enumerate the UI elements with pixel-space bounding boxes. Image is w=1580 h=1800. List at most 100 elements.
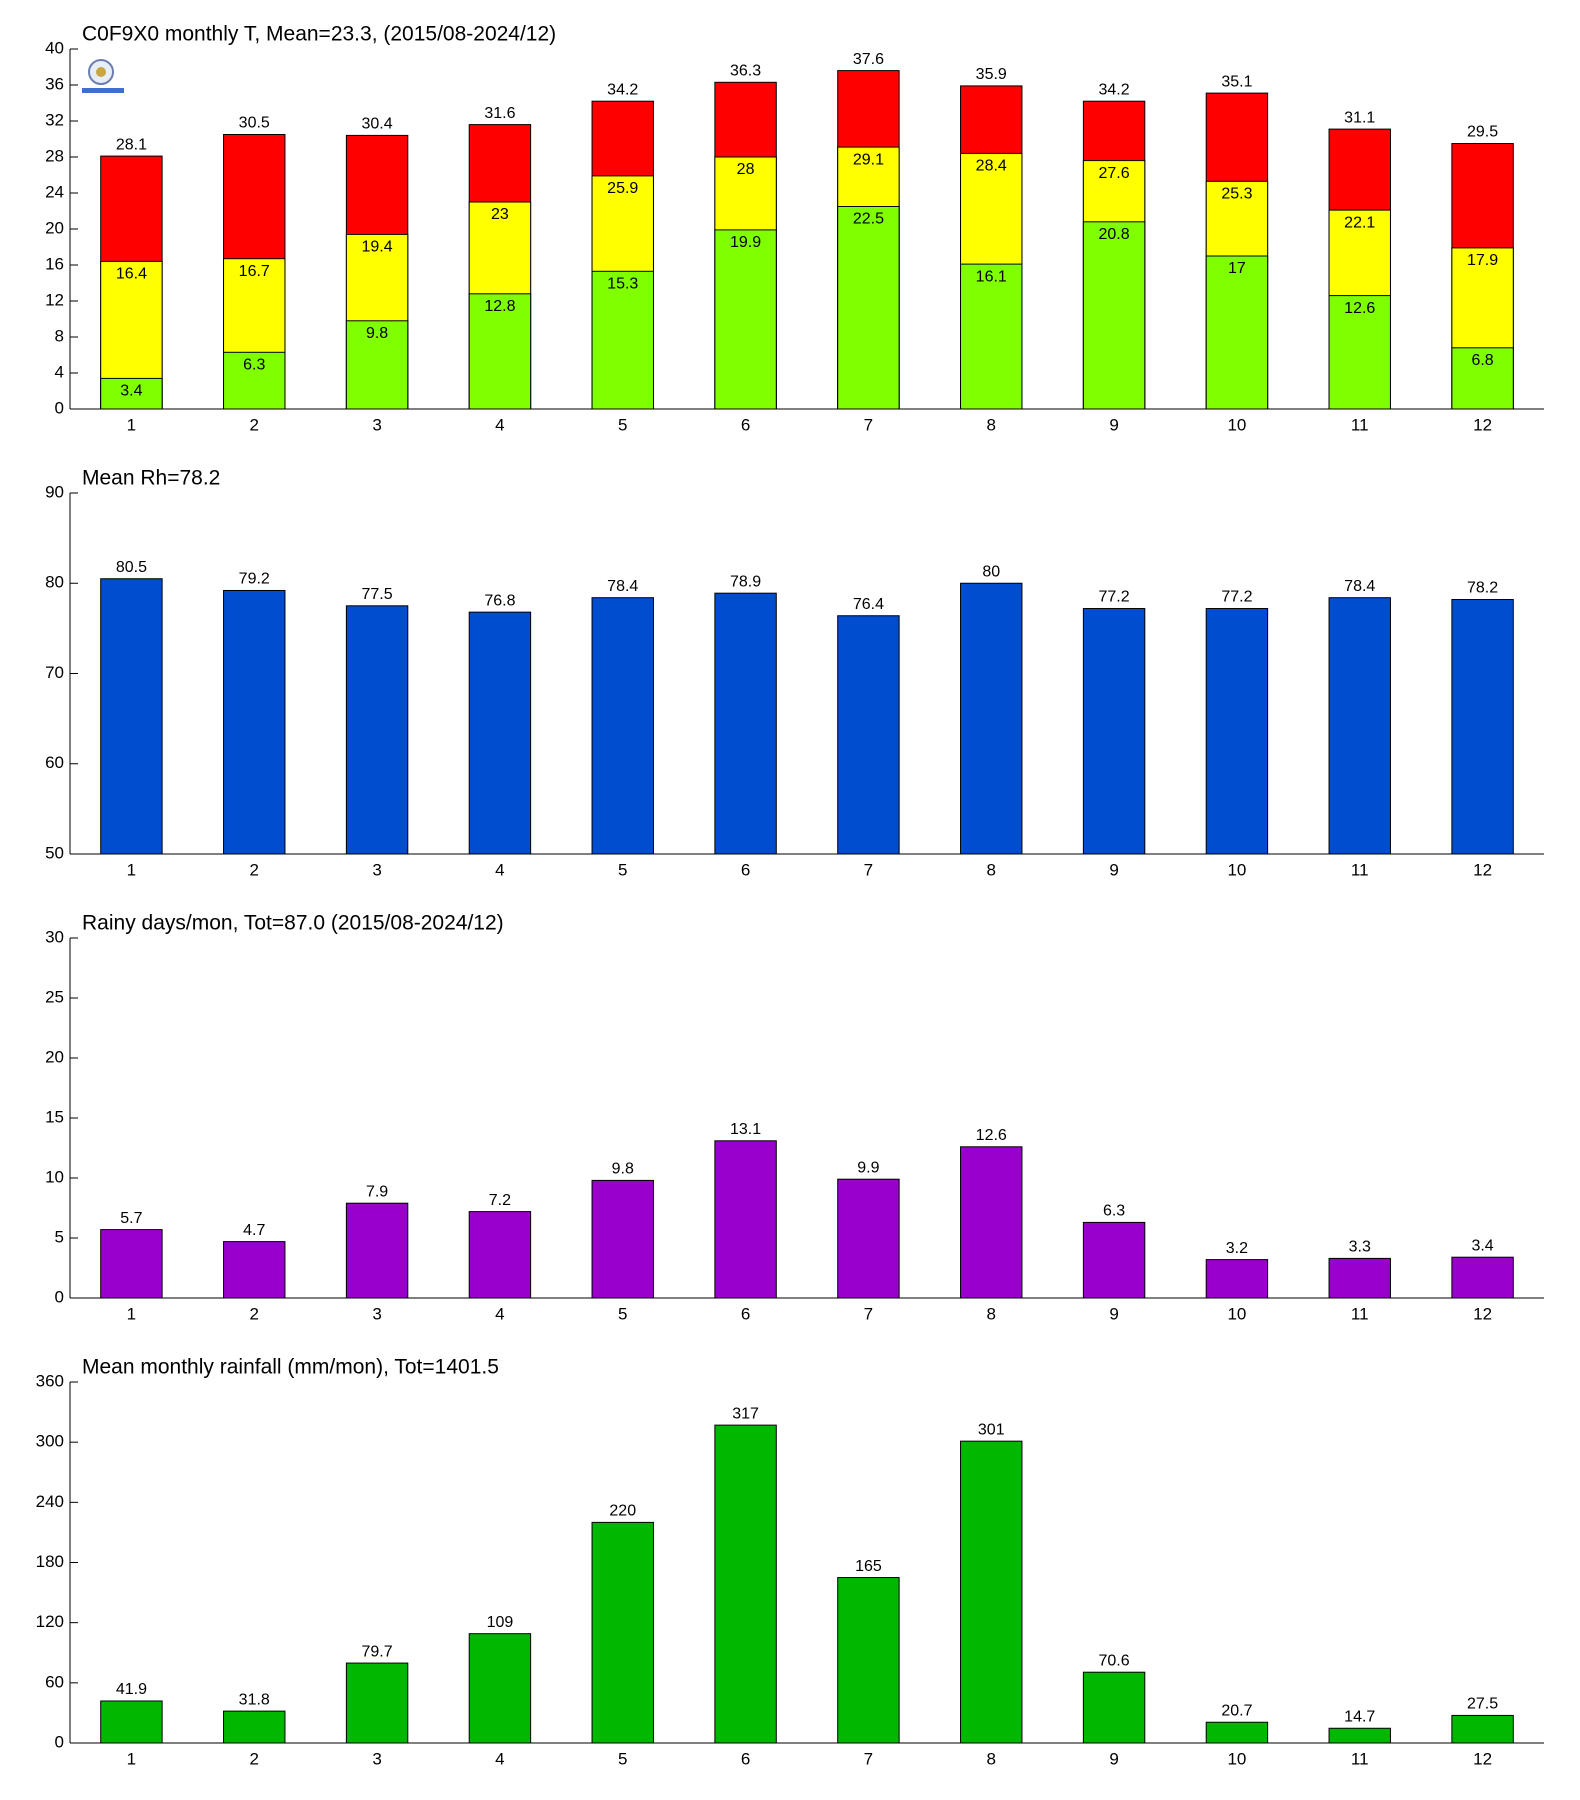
y-tick-label: 240: [36, 1492, 64, 1511]
value-label: 13.1: [730, 1121, 761, 1138]
value-label: 12.6: [1344, 300, 1375, 317]
value-label: 29.1: [853, 151, 884, 168]
x-tick-label: 6: [741, 415, 750, 434]
bar: [1082, 221, 1146, 410]
bar: [837, 1178, 900, 1299]
bar: [468, 611, 532, 855]
x-tick-label: 4: [495, 415, 504, 434]
x-tick-label: 1: [127, 1304, 136, 1323]
bar: [1205, 608, 1269, 855]
x-tick-label: 6: [741, 1304, 750, 1323]
bar: [1451, 347, 1514, 410]
y-tick-label: 15: [45, 1107, 64, 1126]
y-tick-label: 24: [45, 182, 64, 201]
x-tick-label: 11: [1351, 415, 1369, 434]
y-tick-label: 4: [55, 362, 64, 381]
x-tick-label: 9: [1109, 1749, 1118, 1768]
bar: [714, 229, 777, 410]
x-tick-label: 5: [618, 1304, 627, 1323]
bar: [223, 1241, 286, 1299]
value-label: 17.9: [1467, 252, 1498, 269]
value-label: 31.1: [1344, 109, 1375, 126]
value-label: 31.8: [239, 1691, 270, 1708]
x-tick-label: 9: [1109, 860, 1118, 879]
value-label: 78.9: [730, 573, 761, 590]
value-label: 28.4: [976, 158, 1007, 175]
x-tick-label: 8: [987, 860, 996, 879]
x-tick-label: 12: [1473, 860, 1492, 879]
chart-title: C0F9X0 monthly T, Mean=23.3, (2015/08-20…: [82, 23, 556, 46]
value-label: 80.5: [116, 559, 147, 576]
value-label: 22.1: [1344, 214, 1375, 231]
value-label: 70.6: [1099, 1652, 1130, 1669]
value-label: 78.4: [1344, 578, 1375, 595]
value-label: 36.3: [730, 63, 761, 80]
x-tick-label: 10: [1227, 860, 1246, 879]
y-tick-label: 90: [45, 482, 64, 501]
value-label: 317: [732, 1405, 759, 1422]
y-tick-label: 30: [45, 927, 64, 946]
x-tick-label: 12: [1473, 1304, 1492, 1323]
bar: [1205, 255, 1269, 410]
value-label: 79.7: [362, 1643, 393, 1660]
value-label: 3.2: [1226, 1240, 1248, 1257]
bar: [100, 377, 163, 410]
value-label: 5.7: [120, 1210, 142, 1227]
x-tick-label: 4: [495, 1749, 504, 1768]
value-label: 25.9: [607, 180, 638, 197]
value-label: 41.9: [116, 1681, 147, 1698]
bar: [1451, 598, 1514, 855]
x-tick-label: 5: [618, 415, 627, 434]
value-label: 165: [855, 1558, 882, 1575]
x-tick-label: 1: [127, 860, 136, 879]
value-label: 34.2: [1099, 81, 1130, 98]
y-tick-label: 25: [45, 987, 64, 1006]
bar: [960, 263, 1023, 410]
bar: [1451, 1714, 1514, 1744]
value-label: 30.4: [362, 116, 393, 133]
value-label: 20.8: [1099, 226, 1130, 243]
bar: [591, 597, 654, 855]
bar: [837, 206, 900, 410]
bar: [345, 605, 409, 855]
bar: [1082, 1221, 1146, 1299]
bar: [468, 293, 532, 410]
bar: [1082, 608, 1146, 855]
x-tick-label: 7: [864, 1304, 873, 1323]
bar: [223, 589, 286, 855]
value-label: 22.5: [853, 211, 884, 228]
bar: [1328, 1257, 1391, 1299]
x-tick-label: 1: [127, 415, 136, 434]
y-tick-label: 40: [45, 38, 64, 57]
value-label: 28.1: [116, 136, 147, 153]
bar: [223, 1710, 286, 1744]
x-tick-label: 2: [250, 1749, 259, 1768]
value-label: 35.1: [1221, 73, 1252, 90]
value-label: 30.5: [239, 115, 270, 132]
x-tick-label: 12: [1473, 1749, 1492, 1768]
value-label: 27.5: [1467, 1696, 1498, 1713]
x-tick-label: 1: [127, 1749, 136, 1768]
bar: [1082, 1671, 1146, 1744]
value-label: 14.7: [1344, 1708, 1375, 1725]
bar: [714, 1424, 777, 1744]
value-label: 15.3: [607, 276, 638, 293]
bar: [345, 320, 409, 410]
bar: [1205, 1721, 1269, 1744]
value-label: 16.4: [116, 266, 147, 283]
x-tick-label: 9: [1109, 1304, 1118, 1323]
bar: [591, 270, 654, 410]
value-label: 301: [978, 1421, 1005, 1438]
y-tick-label: 36: [45, 74, 64, 93]
y-tick-label: 70: [45, 663, 64, 682]
value-label: 16.7: [239, 263, 270, 280]
value-label: 31.6: [484, 105, 515, 122]
y-tick-label: 20: [45, 218, 64, 237]
value-label: 7.9: [366, 1183, 388, 1200]
bar: [837, 615, 900, 855]
value-label: 20.7: [1221, 1702, 1252, 1719]
x-tick-label: 11: [1351, 1304, 1369, 1323]
x-tick-label: 3: [372, 1749, 381, 1768]
value-label: 3.3: [1349, 1239, 1371, 1256]
